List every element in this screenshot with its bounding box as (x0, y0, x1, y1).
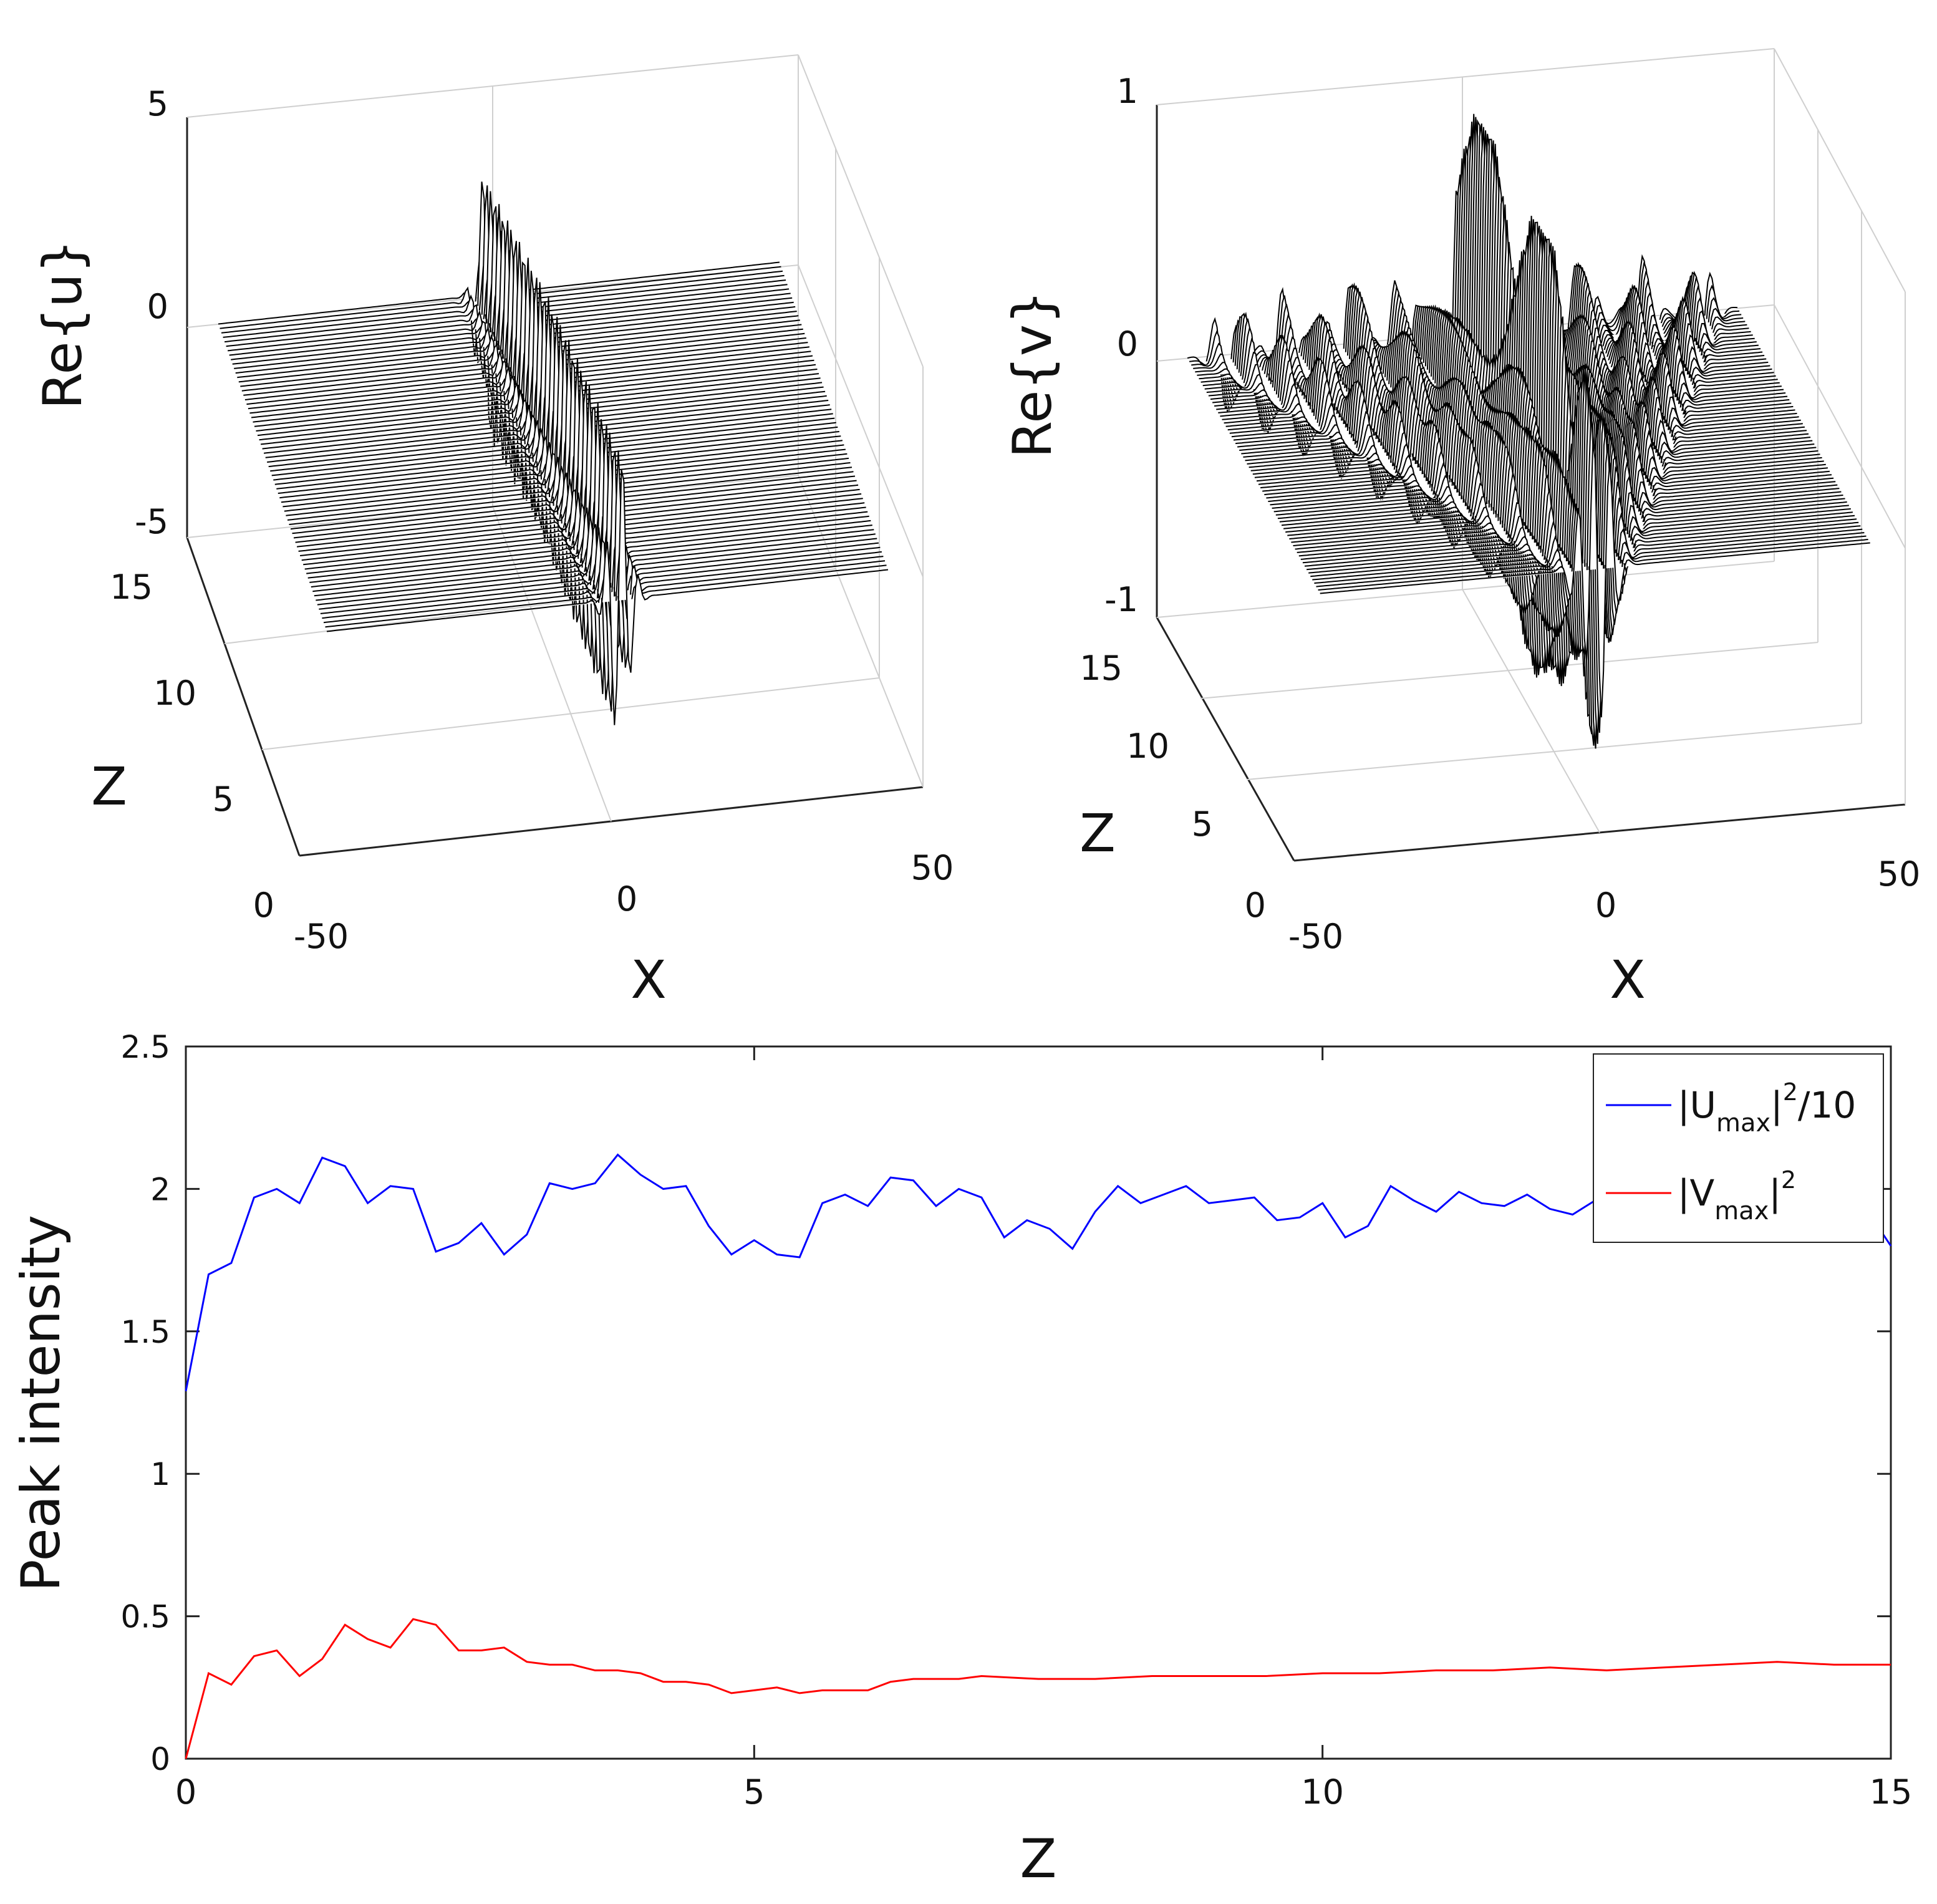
y-axis-label: Peak intensity (10, 1215, 72, 1592)
panel-re-u-xtick-0: 0 (616, 879, 637, 919)
x-tick-label: 15 (1870, 1772, 1913, 1812)
surface-slice (326, 470, 889, 725)
panel-re-u-vtick-mid: 0 (147, 287, 168, 326)
surface-slice (276, 317, 838, 570)
panel-re-v-xtick-0: 0 (1595, 886, 1616, 925)
panel-re-u-vtick-bot: -5 (135, 502, 168, 541)
surface-slice-fill (327, 470, 888, 725)
panel-re-v-xlabel: X (1610, 949, 1646, 1010)
surface-slice (284, 431, 846, 516)
surface-slice-fill (1320, 442, 1870, 718)
x-tick-label: 10 (1301, 1772, 1344, 1812)
surface-slice (1273, 242, 1824, 684)
x-tick-label: 5 (743, 1772, 765, 1812)
panel-re-u-ztick-15: 15 (110, 568, 153, 607)
legend-entry-v: |Vmax|2 (1678, 1166, 1796, 1225)
panel-re-v-xtick-50: 50 (1878, 854, 1921, 894)
panel-re-v-surface (1187, 114, 1870, 749)
y-tick-label: 2.5 (120, 1029, 170, 1065)
surface-slice (307, 403, 869, 657)
panel-re-v-zlabel: Z (1080, 803, 1116, 864)
surface-slice (298, 381, 860, 622)
surface-slice (254, 258, 816, 520)
panel-re-u: Re{u} 5 0 -5 15 10 5 0 Z -50 0 50 X (32, 54, 954, 1010)
legend-entry-u: |Umax|2/10 (1678, 1078, 1856, 1138)
surface-slice (286, 339, 848, 587)
surface-slice (279, 325, 841, 568)
y-tick-label: 0 (150, 1741, 170, 1777)
plot-area-frame (185, 1045, 1892, 1760)
panel-re-v-vtick-top: 1 (1117, 72, 1138, 111)
series-lines (185, 1153, 1892, 1759)
series-line-v (185, 1618, 1891, 1759)
panel-re-v-ztick-0: 0 (1245, 886, 1266, 925)
panel-re-u-ztick-5: 5 (213, 780, 234, 819)
surface-slice (1279, 270, 1830, 677)
surface-slice-fill (287, 440, 849, 525)
surface-slice (1264, 225, 1815, 658)
y-tick-label: 1 (150, 1456, 170, 1492)
panel-re-v: Re{v} 1 0 -1 15 10 5 0 Z -50 0 50 X (1002, 48, 1921, 1010)
legend: |Umax|2/10 |Vmax|2 (1593, 1053, 1884, 1243)
surface-slice (301, 385, 863, 640)
surface-slice-fill (307, 403, 869, 657)
surface-slice-fill (291, 450, 852, 533)
surface-slice-fill (297, 470, 859, 553)
surface-slice-fill (304, 408, 866, 649)
surface-slice (1272, 238, 1822, 677)
panel-re-u-ztick-10: 10 (153, 674, 196, 713)
surface-slice (323, 450, 886, 712)
panel-re-u-zlabel: Z (91, 756, 127, 817)
y-tick-label: 0.5 (120, 1599, 170, 1635)
surface-slice-fill (1220, 156, 1770, 544)
x-axis-label: Z (1020, 1828, 1057, 1890)
panel-re-u-ztick-0: 0 (253, 886, 274, 925)
surface-slice (1320, 442, 1870, 718)
x-tick-label: 0 (175, 1772, 196, 1812)
panel-re-u-xlabel: X (630, 949, 667, 1010)
surface-slice (1270, 236, 1820, 678)
surface-slice (283, 340, 844, 583)
x-axis-ticks: 0 5 10 15 (175, 1046, 1913, 1812)
surface-slice (273, 314, 835, 557)
panel-re-v-vtick-mid: 0 (1117, 324, 1138, 364)
panel-re-v-ylabel: Re{v} (1002, 290, 1064, 458)
surface-slice (304, 407, 866, 649)
panel-re-v-vtick-bot: -1 (1104, 580, 1138, 619)
y-tick-label: 1.5 (120, 1314, 170, 1350)
surface-slice (1277, 250, 1828, 684)
surface-slice (289, 360, 851, 597)
surface-slice (1281, 296, 1832, 666)
panel-re-u-surface (218, 181, 889, 725)
surface-slice (1283, 316, 1834, 654)
peak-intensity-chart: 0 0.5 1 1.5 2 2.5 0 5 10 15 Peak intensity Z |Um… (10, 1029, 1912, 1890)
panel-re-v-ztick-10: 10 (1126, 727, 1169, 766)
surface-slice (311, 418, 872, 674)
surface-slice (1268, 232, 1819, 675)
surface-slice-fill (286, 339, 848, 586)
surface-slice (1266, 229, 1817, 667)
panel-re-u-vtick-top: 5 (147, 84, 168, 123)
y-axis-ticks: 0 0.5 1 1.5 2 2.5 (120, 1029, 1891, 1777)
surface-slice (1275, 246, 1826, 687)
y-tick-label: 2 (150, 1171, 170, 1207)
surface-slice (251, 261, 813, 510)
panel-re-u-xtick-m50: -50 (294, 917, 349, 956)
surface-slice (287, 440, 849, 525)
legend-box (1593, 1053, 1884, 1243)
panel-re-u-xtick-50: 50 (911, 848, 954, 887)
panel-re-v-ztick-5: 5 (1192, 805, 1213, 844)
panel-re-u-ylabel: Re{u} (32, 239, 94, 410)
surface-slice (1262, 221, 1813, 649)
panel-re-v-ztick-15: 15 (1080, 649, 1123, 688)
panel-re-v-xtick-m50: -50 (1288, 917, 1343, 956)
